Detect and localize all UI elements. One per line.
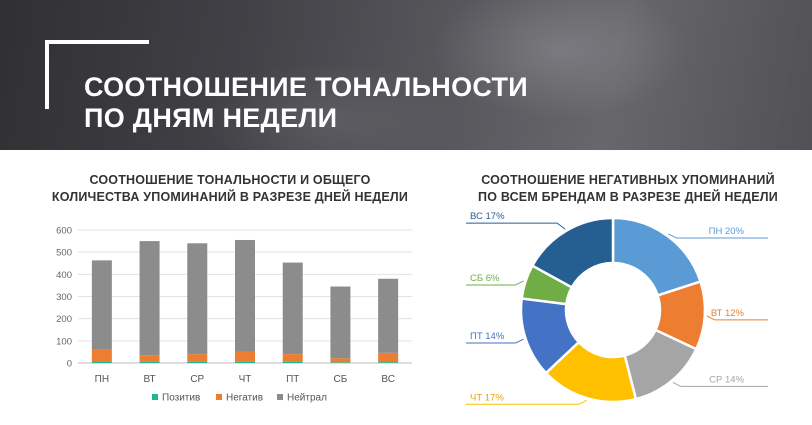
x-tick-label: ВТ [144,374,156,385]
donut-slice [611,216,703,298]
bar-segment-negative [139,355,160,362]
page-title: СООТНОШЕНИЕ ТОНАЛЬНОСТИ ПО ДНЯМ НЕДЕЛИ [84,72,528,134]
leader-line [556,222,566,230]
bar-chart-title-line-1: СООТНОШЕНИЕ ТОНАЛЬНОСТИ И ОБЩЕГО [89,173,371,187]
y-tick-label: 600 [56,226,72,237]
y-tick-label: 300 [56,292,72,303]
legend-label: Позитив [162,393,200,404]
bar-segment-positive [187,361,208,363]
x-tick-label: ПН [95,374,109,385]
bar-chart-title: СООТНОШЕНИЕ ТОНАЛЬНОСТИ И ОБЩЕГО КОЛИЧЕС… [40,172,420,206]
x-tick-label: ВС [381,374,395,385]
bar-segment-positive [139,361,160,363]
y-tick-label: 500 [56,248,72,259]
bar-segment-positive [235,361,255,363]
slice-label: ПТ 14% [470,331,505,342]
bar-segment-neutral [187,243,208,355]
legend-label: Нейтрал [287,393,327,404]
legend-swatch [216,394,222,400]
donut-chart-title-line-1: СООТНОШЕНИЕ НЕГАТИВНЫХ УПОМИНАНИЙ [481,173,775,187]
header-banner: СООТНОШЕНИЕ ТОНАЛЬНОСТИ ПО ДНЯМ НЕДЕЛИ [0,0,812,150]
legend-swatch [277,394,283,400]
legend-swatch [152,394,158,400]
bar-segment-neutral [139,241,160,356]
bar-segment-positive [91,361,112,363]
bar-segment-negative [330,358,351,363]
corner-bracket-decoration [45,40,149,109]
x-tick-label: ЧТ [239,374,252,385]
bar-segment-positive [378,362,399,363]
y-tick-label: 100 [56,336,72,347]
bar-segment-negative [378,352,399,363]
donut-slice [623,328,698,401]
slice-label: СБ 6% [470,273,500,284]
page-title-line-2: ПО ДНЯМ НЕДЕЛИ [84,103,338,133]
leader-line [515,338,524,344]
donut-slice [520,263,574,306]
bar-segment-neutral [282,262,303,355]
x-tick-label: СР [190,374,204,385]
leader-line [515,280,524,286]
bar-segment-negative [282,354,303,362]
x-tick-label: ПТ [286,374,299,385]
slice-label: ВС 17% [470,211,505,222]
donut-slice [519,297,581,375]
donut-slice [653,279,707,351]
bar-segment-neutral [91,260,112,350]
donut-slice [544,340,638,404]
bar-segment-neutral [235,239,255,352]
y-tick-label: 200 [56,314,72,325]
banner-photo-highlight [200,60,460,150]
y-tick-label: 400 [56,270,72,281]
donut-chart-title-line-2: ПО ВСЕМ БРЕНДАМ В РАЗРЕЗЕ ДНЕЙ НЕДЕЛИ [478,190,778,204]
bar-segment-positive [330,362,351,363]
leader-line [668,233,677,239]
slice-label: ВТ 12% [711,308,745,319]
slice-label: ПН 20% [709,226,745,237]
x-tick-label: СБ [334,374,348,385]
leader-line [706,315,716,321]
donut-slice [530,216,615,290]
banner-photo-highlight [430,0,690,120]
slice-label: СР 14% [709,374,744,385]
bar-segment-neutral [378,278,399,353]
page-title-line-1: СООТНОШЕНИЕ ТОНАЛЬНОСТИ [84,72,529,102]
y-tick-label: 0 [67,359,72,370]
legend-label: Негатив [226,393,263,404]
slice-label: ЧТ 17% [470,392,504,403]
leader-line [672,381,682,387]
bar-segment-negative [187,354,208,362]
bar-segment-negative [91,349,112,362]
leader-line [578,399,587,405]
donut-chart-title: СООТНОШЕНИЕ НЕГАТИВНЫХ УПОМИНАНИЙ ПО ВСЕ… [458,172,798,206]
bar-chart-title-line-2: КОЛИЧЕСТВА УПОМИНАНИЙ В РАЗРЕЗЕ ДНЕЙ НЕД… [51,190,409,204]
bar-segment-positive [282,361,303,363]
bar-segment-negative [235,351,255,362]
bar-segment-neutral [330,286,351,359]
banner-photo-overlay [0,0,812,150]
